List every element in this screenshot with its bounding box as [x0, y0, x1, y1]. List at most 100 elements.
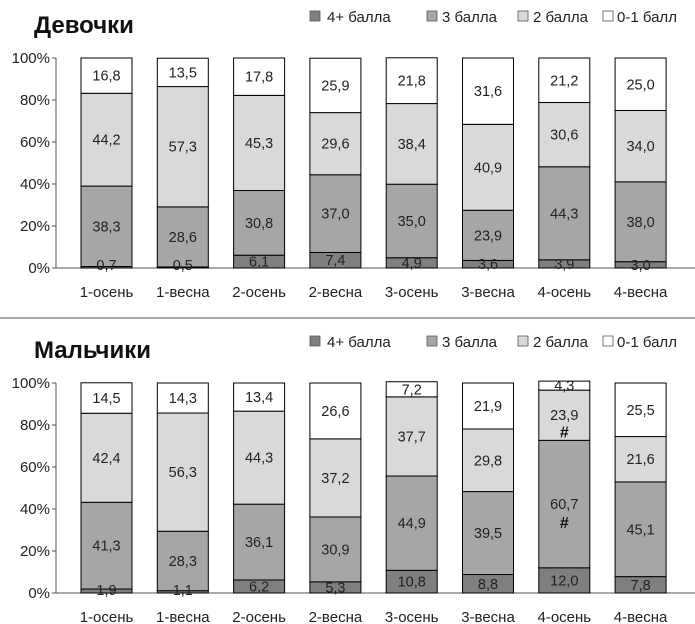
- boys-bar-4-весна-3: [614, 481, 667, 578]
- girls-value-label: 21,8: [398, 74, 426, 90]
- boys-category-label: 1-осень: [80, 609, 134, 624]
- boys-value-label: 10,8: [398, 575, 426, 591]
- boys-bar-1-весна-3: [156, 530, 209, 592]
- boys-bar-3-осень-3: [385, 475, 438, 571]
- girls-value-label: 40,9: [474, 160, 502, 176]
- girls-value-label: 3,6: [478, 257, 498, 273]
- girls-bar-1-весна-0-1: [156, 57, 209, 88]
- boys-category-label: 3-осень: [385, 609, 439, 624]
- girls-bar-3-осень-2: [385, 103, 438, 185]
- girls-value-label: 17,8: [245, 70, 273, 86]
- boys-category-label: 2-осень: [232, 609, 286, 624]
- boys-value-label: 37,2: [321, 471, 349, 487]
- boys-value-label: 14,3: [169, 391, 197, 407]
- girls-category-label: 4-весна: [614, 284, 668, 301]
- girls-category-label: 1-осень: [80, 284, 134, 301]
- girls-value-label: 35,0: [398, 214, 426, 230]
- boys-legend-swatch-2: [517, 335, 529, 347]
- girls-value-label: 38,0: [626, 215, 654, 231]
- girls-bar-4-осень-0-1: [538, 57, 591, 104]
- boys-legend-swatch-4plus: [309, 335, 321, 347]
- boys-value-label: 29,8: [474, 453, 502, 469]
- boys-value-label: 45,1: [626, 522, 654, 538]
- boys-bar-4-осень-3: [538, 439, 591, 569]
- girls-bar-2-осень-0-1: [233, 57, 286, 96]
- boys-category-label: 4-весна: [614, 609, 668, 624]
- boys-value-label: 25,5: [626, 403, 654, 419]
- girls-category-label: 2-весна: [309, 284, 363, 301]
- boys-category-label: 1-весна: [156, 609, 210, 624]
- girls-category-label: 2-осень: [232, 284, 286, 301]
- boys-value-label: 12,0: [550, 573, 578, 589]
- boys-value-label: 8,8: [478, 577, 498, 593]
- girls-value-label: 34,0: [626, 139, 654, 155]
- girls-legend-label-4plus: 4+ балла: [327, 9, 391, 26]
- boys-value-label: 7,8: [631, 578, 651, 594]
- girls-value-label: 21,2: [550, 73, 578, 89]
- girls-value-label: 57,3: [169, 140, 197, 156]
- girls-value-label: 25,9: [321, 78, 349, 94]
- boys-value-label: 1,1: [173, 583, 193, 599]
- girls-value-label: 30,6: [550, 128, 578, 144]
- boys-bar-1-осень-0-1: [80, 382, 133, 414]
- girls-bar-2-осень-2: [233, 94, 286, 192]
- girls-y-tick-label: 20%: [20, 218, 50, 235]
- boys-category-label: 3-весна: [461, 609, 515, 624]
- boys-y-tick-label: 80%: [20, 417, 50, 434]
- boys-value-label: 21,6: [626, 452, 654, 468]
- girls-value-label: 38,3: [92, 219, 120, 235]
- girls-legend-swatch-0-1: [602, 10, 614, 22]
- boys-value-label: 44,3: [245, 451, 273, 467]
- boys-bar-4-осень-4plus: [538, 567, 591, 594]
- boys-bar-3-осень-0-1: [385, 381, 438, 398]
- girls-y-tick-label: 80%: [20, 92, 50, 109]
- girls-value-label: 0,7: [96, 258, 116, 274]
- boys-significance-mark: #: [560, 424, 569, 441]
- boys-bar-4-весна-0-1: [614, 382, 667, 438]
- boys-legend-label-3: 3 балла: [442, 334, 498, 351]
- boys-value-label: 6,2: [249, 579, 269, 595]
- girls-bar-3-осень-3: [385, 183, 438, 259]
- boys-value-label: 39,5: [474, 526, 502, 542]
- boys-legend-swatch-3: [426, 335, 438, 347]
- boys-value-label: 4,3: [554, 379, 574, 395]
- boys-value-label: 28,3: [169, 554, 197, 570]
- boys-category-label: 2-весна: [309, 609, 363, 624]
- boys-bar-2-осень-0-1: [233, 382, 286, 412]
- boys-value-label: 26,6: [321, 404, 349, 420]
- girls-value-label: 6,1: [249, 255, 269, 271]
- boys-y-tick-label: 60%: [20, 459, 50, 476]
- girls-value-label: 44,2: [92, 133, 120, 149]
- girls-value-label: 13,5: [169, 65, 197, 81]
- boys-bar-2-весна-3: [309, 516, 362, 583]
- girls-legend-label-2: 2 балла: [533, 9, 589, 26]
- boys-bar-2-осень-3: [233, 503, 286, 581]
- boys-chart-title: Мальчики: [34, 337, 151, 364]
- girls-bar-1-весна-3: [156, 206, 209, 268]
- boys-bar-3-весна-0-1: [462, 382, 514, 430]
- boys-bar-4-весна-2: [614, 436, 667, 483]
- girls-value-label: 45,3: [245, 136, 273, 152]
- boys-y-tick-label: 100%: [12, 375, 50, 392]
- girls-value-label: 31,6: [474, 84, 502, 100]
- girls-value-label: 25,0: [626, 77, 654, 93]
- girls-category-label: 4-осень: [537, 284, 591, 301]
- boys-value-label: 36,1: [245, 535, 273, 551]
- girls-bar-3-весна-0-1: [462, 57, 514, 125]
- girls-legend-swatch-2: [517, 10, 529, 22]
- boys-legend-label-4plus: 4+ балла: [327, 334, 391, 351]
- girls-chart-title: Девочки: [34, 12, 134, 39]
- girls-y-tick-label: 40%: [20, 176, 50, 193]
- girls-y-tick-label: 60%: [20, 134, 50, 151]
- girls-bar-1-осень-2: [80, 92, 133, 187]
- girls-legend-swatch-3: [426, 10, 438, 22]
- boys-value-label: 21,9: [474, 399, 502, 415]
- boys-legend-label-2: 2 балла: [533, 334, 589, 351]
- girls-bar-2-весна-0-1: [309, 57, 362, 114]
- boys-bar-2-весна-0-1: [309, 382, 362, 440]
- girls-value-label: 16,8: [92, 69, 120, 85]
- girls-value-label: 7,4: [325, 253, 345, 269]
- girls-value-label: 38,4: [398, 137, 426, 153]
- girls-bar-2-весна-2: [309, 112, 362, 176]
